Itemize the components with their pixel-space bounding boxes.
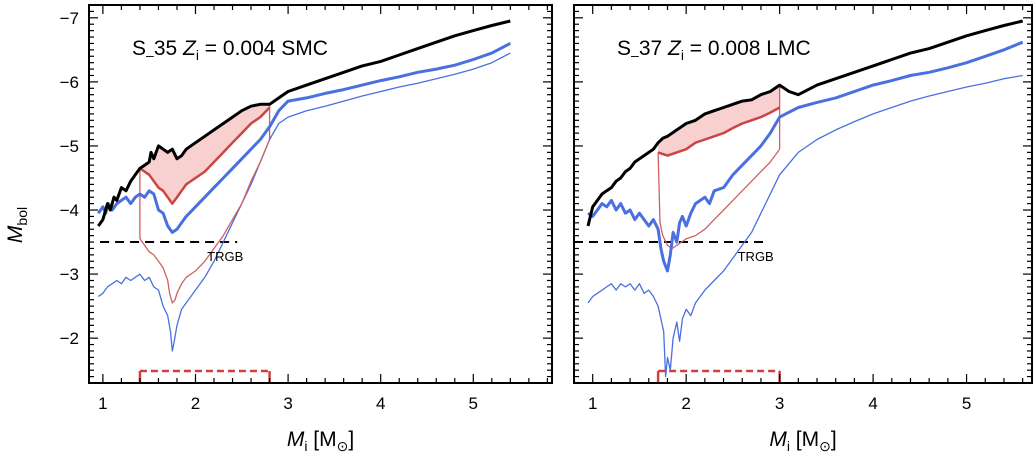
annotation-cloud: LMC	[766, 37, 810, 60]
series-line-blue-thick	[587, 40, 1024, 273]
x-label-var: M	[287, 428, 305, 451]
x-axis-label: Mi [M⊙]	[769, 428, 836, 454]
annotation-sub: –	[631, 47, 639, 63]
y-axis-label: Mbol	[4, 207, 30, 243]
annotation-zval: = 0.008	[684, 37, 760, 60]
mass-range-bracket	[138, 369, 271, 383]
series-line-red-thin	[657, 148, 781, 250]
panel-lmc: 1 2 3 4 5 TRGB S–37 Zi = 0.008 LMC Mi [M⊙]	[573, 4, 1033, 454]
annotation-zval: = 0.004	[199, 37, 276, 60]
y-axis: −2 −3 −4 −5 −6 −7	[60, 4, 552, 384]
annotation-zsub: i	[681, 47, 684, 63]
plot-area	[97, 19, 511, 383]
x-tick-label: 1	[98, 394, 107, 413]
panel-annotation: S–35 Zi = 0.004 SMC	[132, 37, 328, 63]
annotation-z: Z	[667, 37, 682, 60]
x-axis-label: Mi [M⊙]	[287, 428, 354, 454]
annotation-z: Z	[182, 37, 197, 60]
y-tick-label: −2	[60, 329, 79, 348]
plot-frame	[88, 4, 553, 384]
plot-area	[574, 19, 1024, 383]
x-axis: 1 2 3 4 5	[98, 5, 548, 413]
x-label-sub: i	[787, 438, 790, 454]
x-tick-label: 4	[868, 394, 877, 413]
shaded-region	[658, 85, 780, 156]
x-label-var: M	[769, 428, 787, 451]
annotation-prefix: S	[617, 37, 631, 60]
x-tick-label: 2	[191, 394, 200, 413]
series-line-red-thick	[139, 106, 271, 205]
series-line-black	[586, 19, 1024, 227]
x-tick-label: 3	[283, 394, 292, 413]
x-label-sun-symbol: ⊙	[337, 438, 349, 454]
series-line-red-thick	[657, 106, 781, 157]
y-tick-label: −6	[60, 73, 79, 92]
y-tick-label: −7	[60, 9, 79, 28]
trgb-label: TRGB	[738, 249, 774, 264]
x-tick-label: 5	[962, 394, 971, 413]
x-label-sun-symbol: ⊙	[819, 438, 831, 454]
series-line-blue-thin	[587, 74, 1023, 378]
x-label-close: ]	[348, 428, 354, 451]
series-line-black	[97, 19, 511, 227]
y-axis	[574, 4, 1032, 384]
x-label-unit: [M	[796, 428, 819, 451]
x-label-sub: i	[304, 438, 307, 454]
x-axis: 1 2 3 4 5	[573, 5, 1024, 413]
x-label-unit: [M	[313, 428, 336, 451]
y-axis-label-sub: bol	[14, 207, 30, 226]
x-label-close: ]	[831, 428, 837, 451]
panel-smc: 1 2 3 4 5 −2 −3 −4 −5 −6 −7 TRGB S–35 Zi = 0.004 SMC…	[60, 4, 553, 454]
annotation-zsub: i	[196, 47, 199, 63]
x-tick-label: 2	[681, 394, 690, 413]
y-tick-label: −4	[60, 201, 79, 220]
annotation-set: 35	[154, 37, 177, 60]
panel-annotation: S–37 Zi = 0.008 LMC	[617, 37, 811, 63]
x-tick-label: 5	[469, 394, 478, 413]
series-line-blue-thin	[97, 52, 511, 352]
annotation-set: 37	[639, 37, 662, 60]
y-tick-label: −5	[60, 137, 79, 156]
trgb-label: TRGB	[207, 249, 243, 264]
y-axis-label-var: M	[4, 225, 27, 243]
series-line-red-thin	[139, 139, 271, 304]
x-tick-label: 3	[775, 394, 784, 413]
series-line-blue-thick	[97, 42, 511, 234]
y-tick-label: −3	[60, 265, 79, 284]
plot-frame	[573, 4, 1033, 384]
annotation-prefix: S	[132, 37, 146, 60]
annotation-cloud: SMC	[281, 37, 328, 60]
annotation-sub: –	[146, 47, 154, 63]
x-tick-label: 4	[376, 394, 385, 413]
shaded-region	[139, 104, 270, 204]
x-tick-label: 1	[588, 394, 597, 413]
